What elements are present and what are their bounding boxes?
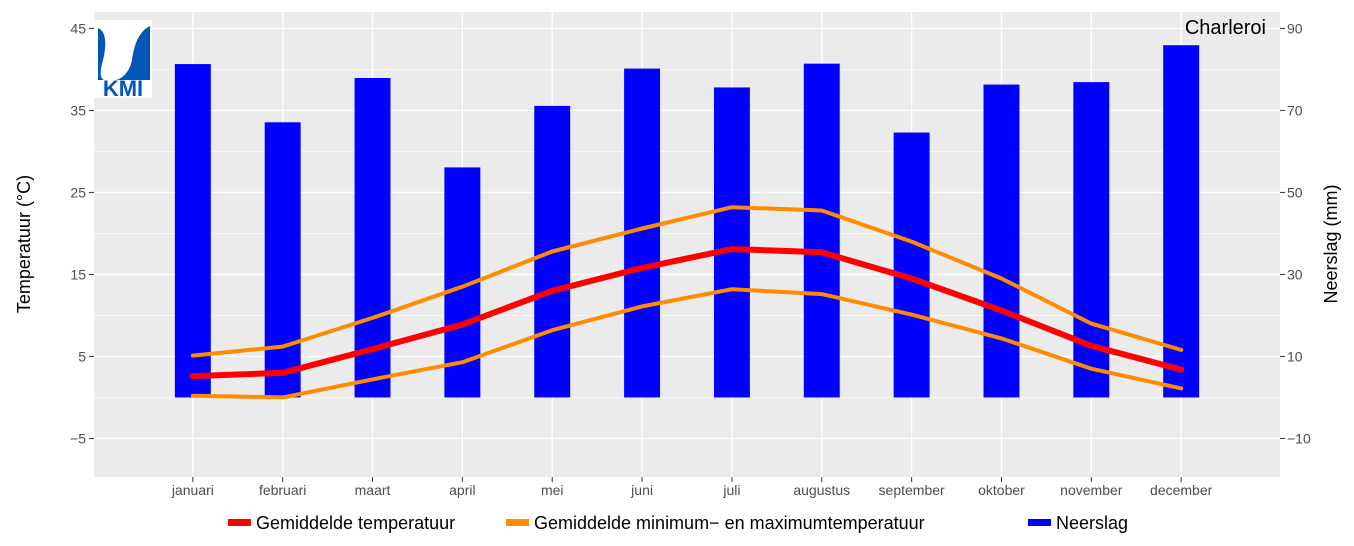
left-tick-label: 5	[78, 348, 86, 364]
legend-key-min-max-temperature	[506, 519, 529, 526]
mean-temperature-line	[189, 246, 1185, 380]
precipitation-bar	[264, 122, 301, 398]
x-axis: januari februari maart april mei juni juli augu…	[171, 477, 1213, 498]
left-tick-label: 35	[70, 102, 86, 118]
right-tick-label: 50	[1287, 184, 1303, 200]
kmi-logo-text: KMI	[103, 76, 143, 101]
station-name: Charleroi	[1185, 17, 1266, 39]
legend-label-mean-temperature: Gemiddelde temperatuur	[256, 513, 455, 533]
kmi-logo: KMI	[94, 20, 152, 101]
left-axis: −5 5 15 25 35 45	[70, 20, 94, 446]
min-temperature-line	[190, 287, 1184, 400]
x-tick-label: februari	[259, 482, 306, 498]
right-axis: −10 10 30 50 70 90	[1280, 20, 1311, 446]
right-tick-label: 30	[1287, 266, 1303, 282]
right-tick-label: −10	[1287, 430, 1311, 446]
max-temperature-line	[190, 205, 1184, 358]
kmi-logo-wave-left	[98, 28, 106, 80]
right-axis-title: Neerslag (mm)	[1321, 184, 1341, 303]
kmi-logo-wave-right	[116, 26, 150, 80]
precipitation-bar	[983, 84, 1020, 398]
x-tick-label: augustus	[793, 482, 850, 498]
right-tick-label: 10	[1287, 348, 1303, 364]
precipitation-bar	[1163, 45, 1200, 398]
precipitation-bar	[893, 132, 930, 398]
left-axis-title: Temperatuur (°C)	[14, 175, 34, 313]
left-tick-label: −5	[70, 430, 86, 446]
x-tick-label: maart	[355, 482, 391, 498]
x-tick-label: juni	[630, 482, 653, 498]
x-tick-label: oktober	[978, 482, 1025, 498]
x-tick-label: mei	[541, 482, 564, 498]
x-tick-label: januari	[171, 482, 214, 498]
left-tick-label: 25	[70, 184, 86, 200]
right-tick-label: 70	[1287, 102, 1303, 118]
legend-key-mean-temperature	[228, 519, 251, 526]
x-tick-label: april	[449, 482, 475, 498]
precipitation-bar	[713, 87, 750, 398]
x-tick-label: november	[1060, 482, 1123, 498]
precipitation-bar	[803, 63, 840, 398]
x-tick-label: december	[1150, 482, 1213, 498]
legend-key-precipitation	[1028, 519, 1051, 526]
left-tick-label: 45	[70, 20, 86, 36]
precipitation-bar	[174, 64, 211, 398]
legend: Gemiddelde temperatuur Gemiddelde minimu…	[228, 513, 1128, 533]
legend-label-min-max-temperature: Gemiddelde minimum− en maximumtemperatuu…	[534, 513, 925, 533]
left-tick-label: 15	[70, 266, 86, 282]
x-tick-label: juli	[722, 482, 740, 498]
line-layer	[189, 205, 1185, 400]
x-tick-label: september	[879, 482, 945, 498]
right-tick-label: 90	[1287, 20, 1303, 36]
legend-label-precipitation: Neerslag	[1056, 513, 1128, 533]
